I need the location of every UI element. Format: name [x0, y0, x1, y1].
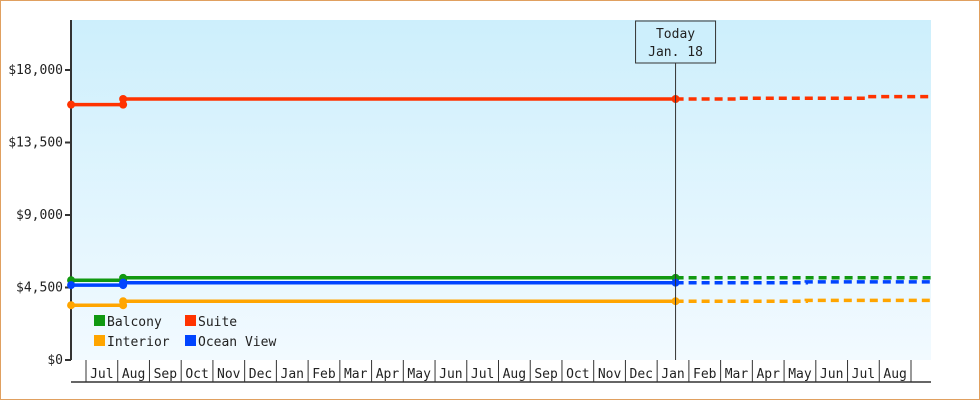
x-tick-label: Dec [249, 367, 272, 382]
plot-area [71, 20, 931, 360]
x-tick-label: Feb [693, 367, 717, 382]
x-tick-label: Apr [756, 367, 780, 382]
x-tick-label: Sep [154, 367, 178, 382]
y-tick-label: $18,000 [8, 63, 63, 78]
x-tick-label: May [788, 367, 812, 382]
x-tick-label: Jul [90, 367, 113, 382]
ocean-view-forecast-line [675, 280, 932, 285]
legend-swatch-ocean-view [185, 335, 196, 346]
x-tick-label: Jun [820, 367, 843, 382]
suite-point [67, 100, 76, 109]
suite-point [119, 95, 128, 103]
x-tick-label: Jun [439, 367, 462, 382]
today-date: Jan. 18 [648, 45, 703, 60]
suite-point [119, 100, 128, 109]
legend-label-ocean-view: Ocean View [198, 335, 276, 350]
x-tick-label: Nov [598, 367, 622, 382]
y-tick-label: $9,000 [16, 208, 63, 223]
y-tick-label: $13,500 [8, 136, 63, 151]
legend-swatch-balcony [94, 315, 105, 326]
legend-label-suite: Suite [198, 315, 237, 330]
ocean-view-point [67, 281, 76, 290]
x-tick-label: Jan [281, 367, 304, 382]
legend-label-interior: Interior [107, 335, 170, 350]
interior-forecast-line [675, 298, 932, 303]
x-tick-label: Aug [122, 367, 145, 382]
x-tick-label: Jul [852, 367, 875, 382]
today-label: Today [656, 27, 695, 42]
legend-swatch-interior [94, 335, 105, 346]
x-tick-label: Oct [185, 367, 208, 382]
x-tick-label: Jan [661, 367, 684, 382]
x-tick-label: Apr [376, 367, 400, 382]
x-tick-label: Aug [503, 367, 526, 382]
interior-point [119, 297, 128, 306]
x-tick-label: Aug [883, 367, 906, 382]
x-tick-label: Oct [566, 367, 589, 382]
today-label-box [635, 20, 717, 64]
x-tick-label: Sep [534, 367, 558, 382]
x-tick-label: Mar [344, 367, 368, 382]
x-tick-label: May [407, 367, 431, 382]
y-tick-label: $0 [47, 353, 63, 368]
x-tick-label: Dec [630, 367, 653, 382]
legend-swatch-suite [185, 315, 196, 326]
x-tick-label: Jul [471, 367, 494, 382]
interior-point [67, 301, 76, 310]
legend-label-balcony: Balcony [107, 315, 162, 330]
x-tick-label: Mar [725, 367, 749, 382]
y-tick-label: $4,500 [16, 281, 63, 296]
ocean-view-point [119, 278, 128, 287]
x-tick-label: Feb [312, 367, 336, 382]
x-tick-label: Nov [217, 367, 241, 382]
